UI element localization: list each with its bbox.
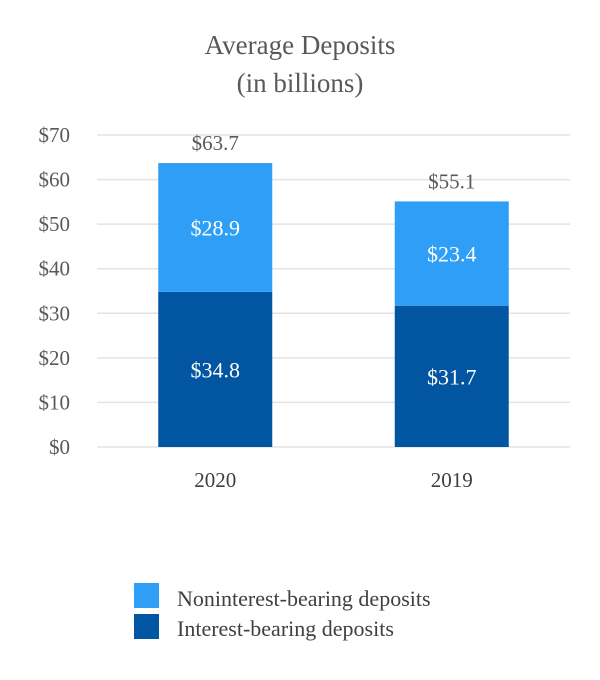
chart-title-line-1: Average Deposits (205, 30, 396, 60)
y-tick-label: $50 (39, 212, 71, 236)
legend: Noninterest-bearing deposits Interest-be… (134, 583, 431, 641)
legend-swatch-noninterest-bearing (134, 583, 159, 608)
bars: $34.8 $28.9 $63.7 $31.7 $23.4 $55.1 (158, 131, 509, 447)
bar-segment-label: $31.7 (427, 364, 477, 389)
y-axis-ticks: $0 $10 $20 $30 $40 $50 $60 $70 (39, 123, 71, 459)
bar-total-label: $63.7 (192, 131, 239, 155)
bar-segment-label: $23.4 (427, 242, 477, 267)
chart-title-line-2: (in billions) (237, 68, 364, 98)
y-tick-label: $60 (39, 168, 71, 192)
bar-segment (394, 305, 509, 447)
bar-total-label: $55.1 (428, 169, 475, 193)
y-tick-label: $10 (39, 390, 71, 414)
x-category-label: 2020 (194, 468, 236, 492)
legend-label-interest-bearing: Interest-bearing deposits (177, 616, 394, 641)
bar-segment (158, 291, 273, 447)
y-tick-label: $30 (39, 301, 71, 325)
y-tick-label: $40 (39, 257, 71, 281)
bar-segment (158, 163, 273, 292)
bar-segment-label: $28.9 (191, 215, 241, 240)
y-tick-label: $0 (49, 435, 70, 459)
x-category-label: 2019 (431, 468, 473, 492)
y-tick-label: $20 (39, 346, 71, 370)
x-axis-categories: 2020 2019 (194, 468, 473, 492)
bar-segment (394, 201, 509, 306)
legend-swatch-interest-bearing (134, 614, 159, 639)
bar-segment-label: $34.8 (191, 357, 241, 382)
y-tick-label: $70 (39, 123, 71, 147)
legend-label-noninterest-bearing: Noninterest-bearing deposits (177, 586, 431, 611)
